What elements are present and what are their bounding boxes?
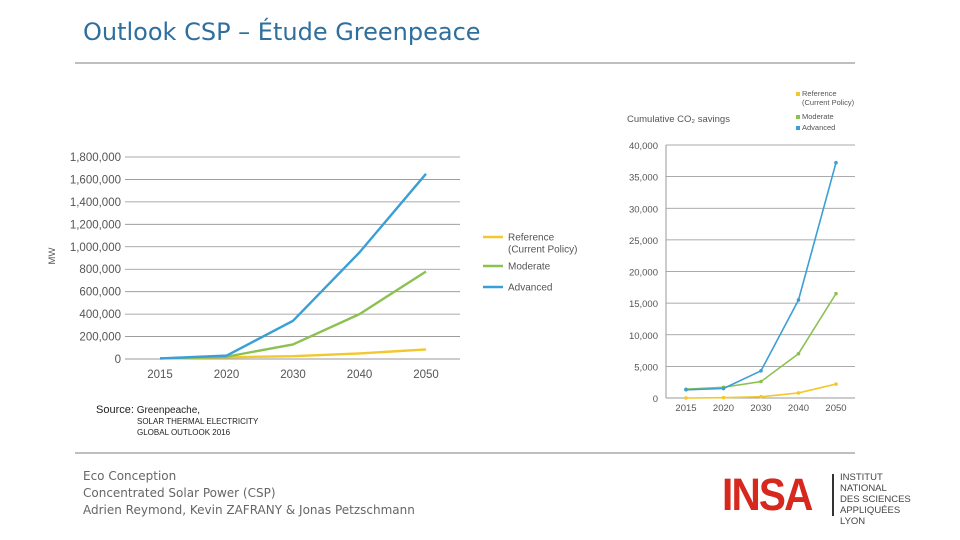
- co2-savings-chart: Cumulative CO₂ savings 0 5,000 10,000 15,00…: [627, 114, 855, 414]
- y-tick-label: 40,000: [629, 141, 658, 152]
- data-point-advanced: [684, 387, 688, 392]
- data-point-advanced: [721, 386, 726, 391]
- y-tick-label: 1,400,000: [70, 197, 121, 209]
- co2-chart-title: Cumulative CO₂ savings: [627, 114, 730, 125]
- source-title-line1: SOLAR THERMAL ELECTRICITY: [137, 417, 259, 426]
- capacity-legend: Reference (Current Policy) Moderate Advance…: [483, 233, 577, 294]
- top-divider: [75, 62, 855, 64]
- y-tick-label: 800,000: [79, 264, 121, 276]
- data-point-reference-current-policy: [796, 391, 801, 395]
- y-tick-label: 0: [653, 394, 658, 405]
- y-tick-label: 1,600,000: [70, 174, 121, 186]
- y-tick-label: 1,200,000: [70, 219, 121, 231]
- data-point-reference-current-policy: [834, 382, 838, 386]
- insa-logo: INSA INSTITUT NATIONAL DES SCIENCES APPL…: [722, 469, 932, 527]
- left-y-axis-label: MW: [47, 248, 58, 265]
- y-tick-label: 5,000: [634, 362, 658, 373]
- logo-text-line: APPLIQUÉES: [840, 505, 901, 516]
- x-tick-label: 2050: [413, 369, 439, 381]
- x-tick-label: 2030: [280, 369, 306, 381]
- y-tick-label: 0: [115, 354, 121, 366]
- legend-swatch-moderate: [796, 115, 800, 119]
- y-tick-label: 15,000: [629, 299, 658, 310]
- y-tick-label: 25,000: [629, 236, 658, 247]
- x-tick-label: 2020: [214, 369, 240, 381]
- legend-swatch-advanced: [796, 126, 800, 130]
- logo-separator: [832, 474, 834, 516]
- y-tick-label: 30,000: [629, 204, 658, 215]
- footer-course: Eco Conception: [83, 469, 177, 483]
- legend-label-advanced: Advanced: [508, 283, 552, 294]
- capacity-chart: 0 200,000 400,000 600,000 800,000 1,000,000 1,…: [47, 152, 460, 381]
- logo-text-line: INSTITUT NATIONAL: [840, 472, 887, 494]
- legend-label-reference-current-policy: Reference (Current Policy): [508, 233, 577, 256]
- data-point-reference-current-policy: [684, 396, 688, 400]
- x-tick-label: 2030: [750, 403, 771, 414]
- footer: Eco Conception Concentrated Solar Power …: [83, 468, 415, 519]
- x-tick-label: 2020: [713, 403, 734, 414]
- source-author: Greenpeache,: [136, 405, 201, 416]
- source-label: Source:: [96, 404, 134, 416]
- y-tick-label: 600,000: [79, 287, 121, 299]
- footer-authors: Adrien Reymond, Kevin ZAFRANY & Jonas Pe…: [83, 503, 415, 517]
- x-tick-label: 2050: [825, 403, 846, 414]
- y-tick-label: 1,000,000: [70, 242, 121, 254]
- y-tick-label: 200,000: [79, 332, 121, 344]
- legend-label-moderate: Moderate: [508, 262, 551, 273]
- logo-institution-text: INSTITUT NATIONAL DES SCIENCES APPLIQUÉE…: [840, 472, 932, 527]
- legend-label-advanced: Advanced: [802, 123, 835, 132]
- y-tick-label: 1,800,000: [70, 152, 121, 164]
- source-title-line2: GLOBAL OUTLOOK 2016: [137, 428, 231, 437]
- x-tick-label: 2040: [788, 403, 809, 414]
- insa-wordmark: INSA: [722, 469, 813, 520]
- series-line-advanced: [685, 162, 837, 391]
- x-tick-label: 2015: [147, 369, 173, 381]
- y-tick-label: 400,000: [79, 309, 121, 321]
- logo-text-line: DES SCIENCES: [840, 494, 911, 505]
- data-point-advanced: [796, 298, 801, 302]
- footer-topic: Concentrated Solar Power (CSP): [83, 486, 276, 500]
- data-point-advanced: [834, 160, 838, 165]
- y-tick-label: 20,000: [629, 268, 658, 279]
- data-point-moderate: [759, 379, 763, 384]
- legend-label-reference-current-policy: Reference (Current Policy): [802, 89, 855, 107]
- x-tick-label: 2040: [347, 369, 373, 381]
- data-point-reference-current-policy: [721, 395, 726, 400]
- bottom-divider: [75, 452, 855, 454]
- series-line-moderate: [685, 293, 837, 390]
- slide-title: Outlook CSP – Étude Greenpeace: [83, 18, 481, 46]
- co2-legend: Reference (Current Policy) Moderate Advance…: [796, 89, 855, 132]
- data-point-moderate: [796, 351, 801, 356]
- legend-swatch-reference-current-policy: [796, 92, 800, 96]
- data-point-reference-current-policy: [759, 394, 763, 399]
- y-tick-label: 10,000: [629, 331, 658, 342]
- source-citation: Source: Greenpeache, SOLAR THERMAL ELECT…: [96, 404, 258, 438]
- legend-label-moderate: Moderate: [802, 112, 834, 121]
- logo-text-line: LYON: [840, 516, 866, 527]
- data-point-moderate: [834, 291, 838, 296]
- series-line-advanced: [159, 173, 427, 360]
- x-tick-label: 2015: [675, 403, 696, 414]
- data-point-advanced: [759, 369, 763, 373]
- y-tick-label: 35,000: [629, 173, 658, 184]
- series-line-moderate: [159, 270, 427, 360]
